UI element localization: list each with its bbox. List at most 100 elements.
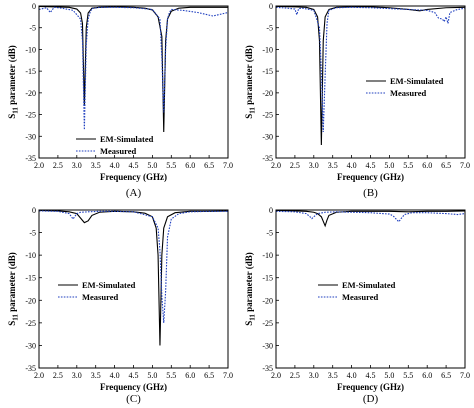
x-axis-label: Frequency (GHz): [100, 382, 167, 392]
panel-label: (C): [126, 393, 141, 405]
series-line-measured: [276, 6, 465, 132]
x-tick-label: 7.0: [223, 161, 233, 170]
y-axis-label: S11 parameter (dB): [244, 252, 257, 325]
series-line-measured: [39, 6, 228, 130]
y-tick-label: -25: [262, 111, 273, 120]
x-tick-label: 2.0: [34, 161, 44, 170]
y-tick-label: -15: [262, 274, 273, 283]
y-tick-label: -5: [266, 24, 273, 33]
y-tick-label: -30: [25, 132, 36, 141]
x-tick-label: 4.0: [347, 371, 357, 380]
y-axis-label: S11 parameter (dB): [244, 45, 257, 118]
x-tick-label: 5.5: [403, 161, 413, 170]
y-tick-label: -20: [262, 296, 273, 305]
y-tick-label: -15: [25, 67, 36, 76]
y-tick-label: -5: [29, 229, 36, 238]
series-line-measured: [276, 210, 465, 223]
y-tick-label: -5: [29, 24, 36, 33]
x-tick-label: 6.5: [204, 161, 214, 170]
x-tick-label: 2.5: [53, 161, 63, 170]
series-line-simulated: [39, 210, 228, 346]
series-line-measured: [39, 210, 228, 323]
x-tick-label: 6.0: [422, 161, 432, 170]
x-tick-label: 4.0: [347, 161, 357, 170]
x-axis-label: Frequency (GHz): [337, 172, 404, 182]
y-tick-label: -30: [25, 341, 36, 350]
y-tick-label: -25: [25, 111, 36, 120]
x-tick-label: 6.5: [204, 371, 214, 380]
y-tick-label: -20: [262, 89, 273, 98]
x-tick-label: 4.0: [110, 161, 120, 170]
y-tick-label: -20: [25, 89, 36, 98]
y-tick-label: -10: [25, 251, 36, 260]
x-tick-label: 5.5: [403, 371, 413, 380]
x-tick-label: 3.0: [309, 161, 319, 170]
x-tick-label: 7.0: [460, 161, 470, 170]
x-tick-label: 2.5: [290, 161, 300, 170]
x-tick-label: 2.5: [290, 371, 300, 380]
y-tick-label: -35: [25, 154, 36, 163]
y-tick-label: -35: [262, 364, 273, 373]
x-tick-label: 3.5: [91, 371, 101, 380]
y-tick-label: -35: [262, 154, 273, 163]
y-axis-label: S11 parameter (dB): [7, 252, 20, 325]
y-tick-label: -25: [262, 319, 273, 328]
legend-entry-label: Measured: [82, 292, 118, 302]
x-tick-label: 5.5: [166, 371, 176, 380]
x-tick-label: 3.0: [72, 371, 82, 380]
legend-entry-label: EM-Simulated: [390, 76, 444, 86]
y-tick-label: -30: [262, 341, 273, 350]
legend: EM-Simulated Measured: [318, 280, 396, 302]
x-tick-label: 4.5: [366, 371, 376, 380]
x-tick-label: 3.0: [72, 161, 82, 170]
x-axis-label: Frequency (GHz): [337, 382, 404, 392]
series-line-simulated: [276, 210, 465, 228]
x-tick-label: 6.5: [441, 371, 451, 380]
x-tick-label: 5.0: [147, 161, 157, 170]
y-tick-label: -5: [266, 229, 273, 238]
x-tick-label: 4.5: [366, 161, 376, 170]
legend-entry-label: EM-Simulated: [82, 280, 136, 290]
legend: EM-Simulated Measured: [58, 280, 136, 302]
x-tick-label: 6.5: [441, 161, 451, 170]
y-tick-label: -10: [262, 45, 273, 54]
x-tick-label: 6.0: [185, 371, 195, 380]
y-tick-label: 0: [269, 2, 273, 11]
series-line-simulated: [39, 6, 228, 132]
legend-entry-label: Measured: [100, 146, 136, 156]
y-tick-label: -25: [25, 319, 36, 328]
x-tick-label: 6.0: [185, 161, 195, 170]
y-tick-label: 0: [32, 206, 36, 215]
x-tick-label: 4.0: [110, 371, 120, 380]
y-tick-label: -35: [25, 364, 36, 373]
x-tick-label: 4.5: [129, 371, 139, 380]
legend-entry-label: EM-Simulated: [100, 134, 154, 144]
x-tick-label: 7.0: [460, 371, 470, 380]
series-line-simulated: [276, 6, 465, 145]
x-axis-label: Frequency (GHz): [100, 172, 167, 182]
y-tick-label: -20: [25, 296, 36, 305]
panel-label: (D): [363, 393, 379, 405]
x-tick-label: 5.0: [384, 371, 394, 380]
chart-panel: 2.0 2.5 3.0 3.5 4.0 4.5 5.0 5.5 6.0 6.5 7.0 0 -5 -10 -…: [244, 206, 470, 405]
x-tick-label: 6.0: [422, 371, 432, 380]
x-tick-label: 3.5: [328, 161, 338, 170]
chart-panel: 2.0 2.5 3.0 3.5 4.0 4.5 5.0 5.5 6.0 6.5 7.0 0 -5 -10 -…: [7, 2, 233, 199]
x-tick-label: 7.0: [223, 371, 233, 380]
x-tick-label: 3.5: [91, 161, 101, 170]
x-tick-label: 3.0: [309, 371, 319, 380]
x-tick-label: 5.0: [147, 371, 157, 380]
chart-panel: 2.0 2.5 3.0 3.5 4.0 4.5 5.0 5.5 6.0 6.5 7.0 0 -5 -10 -…: [244, 2, 470, 199]
y-tick-label: 0: [269, 206, 273, 215]
x-tick-label: 2.0: [271, 371, 281, 380]
legend-entry-label: Measured: [342, 292, 378, 302]
chart-panel: 2.0 2.5 3.0 3.5 4.0 4.5 5.0 5.5 6.0 6.5 7.0 0 -5 -10 -…: [7, 206, 233, 405]
x-tick-label: 5.5: [166, 161, 176, 170]
legend: EM-Simulated Measured: [76, 134, 154, 156]
x-tick-label: 2.5: [53, 371, 63, 380]
panel-label: (B): [363, 187, 378, 199]
y-tick-label: -15: [262, 67, 273, 76]
x-tick-label: 4.5: [129, 161, 139, 170]
legend-entry-label: EM-Simulated: [342, 280, 396, 290]
x-tick-label: 5.0: [384, 161, 394, 170]
